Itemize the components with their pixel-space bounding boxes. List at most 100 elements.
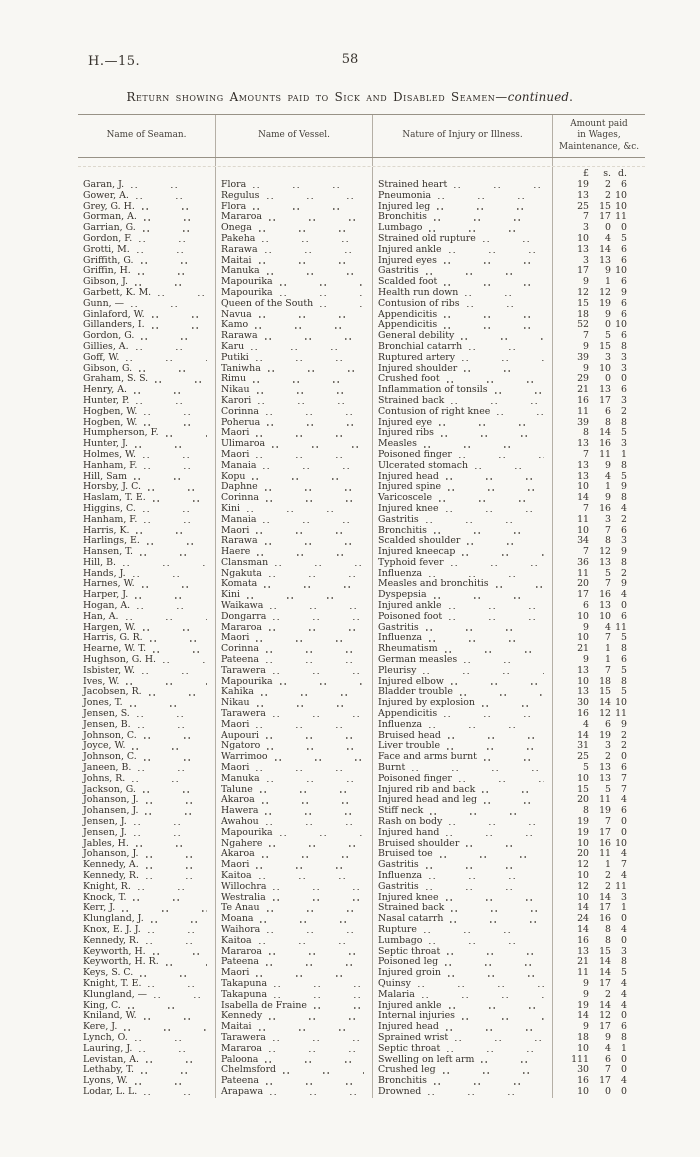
seaman-name: Gillanders, I. [83, 320, 145, 331]
amount-cell: 13 14 6 [552, 244, 645, 256]
injury-description: Injured spine [378, 482, 442, 493]
dot-leader [134, 478, 207, 480]
table-row: Higgins, C. Kini Injured knee 7 16 4 [78, 503, 645, 515]
amount-pence: 10 [615, 201, 627, 212]
seaman-name: Higgins, C. [83, 503, 136, 514]
vessel-cell: Corinna [215, 644, 372, 656]
dot-leader [265, 964, 364, 966]
document-reference: H.—15. [88, 54, 141, 69]
dot-leader [264, 337, 364, 340]
amount-cell: 10 4 1 [552, 1043, 645, 1055]
dot-leader [139, 370, 207, 372]
seaman-name: Kennedy, R. [83, 935, 139, 946]
amount-shillings: 14 [599, 1000, 611, 1011]
title-period: . [569, 90, 574, 104]
injury-cell: Injured ankle [372, 601, 552, 612]
seaman-cell: Keyworth, H. [78, 947, 215, 958]
table-row: Graham, S. S. Rimu Crushed foot 29 0 0 [78, 374, 645, 386]
injury-description: Inflammation of tonsils [378, 385, 488, 396]
vessel-cell: Maori [215, 449, 372, 461]
dot-leader [145, 942, 207, 945]
amount-shillings: 7 [605, 633, 611, 644]
dot-leader [123, 564, 207, 567]
seaman-cell: Gillanders, I. [78, 320, 215, 331]
seaman-cell: Jensen, J. [78, 828, 215, 839]
table-row: Kennedy, A. Maori Gastritis 12 1 7 [78, 860, 645, 871]
injury-cell: Gastritis [372, 622, 552, 634]
injury-description: Injured head and leg [378, 795, 478, 806]
amount-pounds: 11 [577, 514, 589, 525]
seaman-cell: Kniland, W. [78, 1011, 215, 1022]
amount-pence: 5 [621, 471, 627, 482]
pounds-symbol: £ [583, 168, 589, 180]
injury-cell: Rupture [372, 924, 552, 936]
vessel-name: Warrimoo [221, 752, 268, 763]
seaman-name: Grotti, M. [83, 244, 130, 255]
dot-leader [268, 575, 364, 578]
dot-leader [262, 240, 364, 243]
dot-leader [266, 910, 364, 912]
amount-pence: 10 [615, 320, 627, 331]
vessel-name: Kaitoa [221, 871, 252, 881]
amount-shillings: 12 [599, 709, 611, 720]
injury-cell: Swelling on left arm [372, 1054, 552, 1066]
dot-leader [425, 521, 544, 524]
dot-leader [137, 273, 207, 275]
dot-leader [158, 294, 207, 297]
dot-leader [255, 327, 364, 329]
seaman-name: Harlings, E. [83, 536, 140, 547]
table-row: Lynch, O. Tarawera Sprained wrist 18 9 8 [78, 1032, 645, 1044]
dot-leader [266, 197, 364, 200]
amount-pounds: 9 [583, 989, 589, 1000]
dot-leader [425, 888, 544, 891]
seaman-name: Ives, W. [83, 676, 120, 687]
amount-pence: 5 [621, 968, 627, 979]
amount-shillings: 18 [599, 676, 611, 687]
seaman-cell: Hargen, W. [78, 623, 215, 634]
amount-cell: 9 17 4 [552, 978, 645, 990]
vessel-cell: Daphne [215, 482, 372, 494]
dot-leader [274, 996, 364, 999]
dot-leader [141, 208, 207, 210]
vessel-cell: Corinna [215, 493, 372, 504]
seaman-cell: Hogan, A. [78, 601, 215, 612]
dot-leader [136, 251, 207, 254]
injury-cell: Poisoned foot [372, 611, 552, 623]
amount-cell: 21 1 8 [552, 644, 645, 656]
seaman-cell: Goff, W. [78, 353, 215, 364]
amount-pounds: 20 [577, 795, 589, 806]
amount-pounds: 12 [577, 860, 589, 871]
vessel-cell: Clansman [215, 557, 372, 569]
dot-leader [260, 921, 364, 923]
table-row: Gunn, — Queen of the South Contusion of … [78, 298, 645, 310]
dot-leader [134, 1039, 207, 1042]
amount-pounds: 13 [577, 471, 589, 482]
seaman-cell: Johanson, J. [78, 849, 215, 860]
vessel-name: Mapourika [221, 277, 273, 288]
amount-shillings: 2 [605, 180, 611, 190]
amount-pence: 0 [621, 817, 627, 828]
vessel-cell: Chelmsford [215, 1065, 372, 1077]
seaman-name: Jacobsen, R. [83, 687, 142, 698]
vessel-name: Rimu [221, 374, 246, 385]
dot-leader [251, 348, 364, 351]
amount-cell: 19 7 0 [552, 817, 645, 828]
vessel-cell: Maori [215, 763, 372, 774]
amount-pounds: 14 [577, 903, 589, 914]
table-row: Jensen, S. Tarawera Appendicitis 16 12 1… [78, 709, 645, 720]
amount-pounds: 11 [577, 568, 589, 579]
amount-shillings: 14 [599, 968, 611, 979]
amount-shillings: 16 [599, 439, 611, 450]
amount-shillings: 11 [599, 449, 611, 460]
seaman-name: Han, A. [83, 611, 119, 622]
vessel-name: Flora [221, 180, 247, 190]
injury-description: Ruptured artery [378, 352, 456, 363]
amount-pence: 4 [621, 871, 627, 881]
amount-pence: 8 [621, 1032, 627, 1043]
table-row: Grotti, M. Rarawa Injured ankle 13 14 6 [78, 244, 645, 256]
injury-cell: Gastritis [372, 860, 552, 871]
vessel-cell: Pakeha [215, 233, 372, 245]
amount-shillings: 1 [605, 277, 611, 288]
vessel-name: Maori [221, 968, 250, 979]
